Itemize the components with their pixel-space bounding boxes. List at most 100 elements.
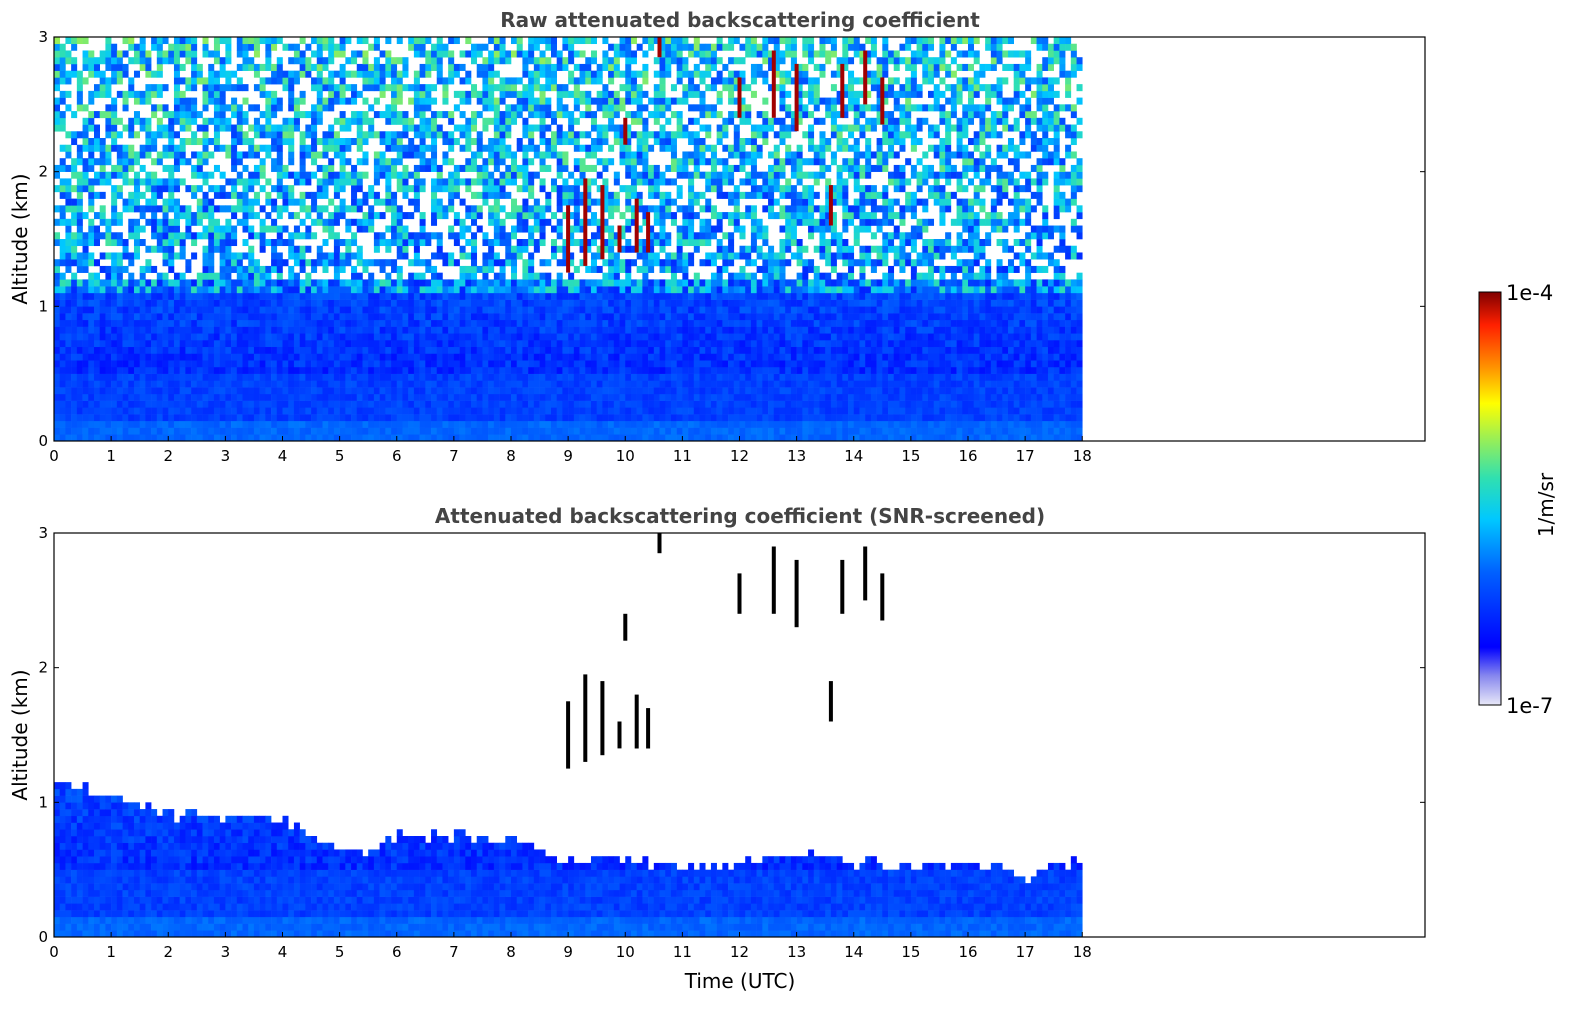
heatmap-cell bbox=[311, 434, 318, 442]
heatmap-cell bbox=[488, 57, 495, 65]
heatmap-cell bbox=[493, 400, 500, 408]
heatmap-cell bbox=[168, 366, 175, 374]
heatmap-cell bbox=[408, 427, 415, 435]
heatmap-cell bbox=[545, 272, 552, 280]
heatmap-cell bbox=[133, 427, 140, 435]
heatmap-cell bbox=[465, 299, 472, 307]
heatmap-cell bbox=[511, 292, 518, 300]
heatmap-cell bbox=[642, 90, 649, 98]
heatmap-cell bbox=[448, 427, 455, 435]
heatmap-cell bbox=[516, 387, 523, 395]
heatmap-cell bbox=[225, 57, 232, 65]
heatmap-cell bbox=[282, 306, 289, 314]
heatmap-cell bbox=[613, 57, 620, 65]
heatmap-cell bbox=[351, 319, 358, 327]
heatmap-cell bbox=[511, 407, 518, 415]
heatmap-cell bbox=[533, 104, 540, 112]
heatmap-cell bbox=[82, 407, 89, 415]
heatmap-cell bbox=[276, 191, 283, 199]
heatmap-cell bbox=[225, 50, 232, 58]
heatmap-cell bbox=[133, 292, 140, 300]
heatmap-cell bbox=[105, 387, 112, 395]
heatmap-cell bbox=[65, 279, 72, 287]
heatmap-cell bbox=[448, 205, 455, 213]
heatmap-cell bbox=[568, 373, 575, 381]
heatmap-cell bbox=[179, 272, 186, 280]
heatmap-cell bbox=[162, 279, 169, 287]
heatmap-cell bbox=[282, 138, 289, 146]
heatmap-cell bbox=[436, 70, 443, 78]
heatmap-cell bbox=[522, 380, 529, 388]
heatmap-cell bbox=[208, 380, 215, 388]
heatmap-cell bbox=[653, 333, 660, 341]
heatmap-cell bbox=[596, 144, 603, 152]
heatmap-cell bbox=[613, 414, 620, 422]
heatmap-cell bbox=[590, 164, 597, 172]
heatmap-cell bbox=[373, 191, 380, 199]
heatmap-cell bbox=[419, 360, 426, 368]
heatmap-cell bbox=[82, 333, 89, 341]
heatmap-cell bbox=[619, 70, 626, 78]
heatmap-cell bbox=[196, 434, 203, 442]
heatmap-cell bbox=[151, 265, 158, 273]
heatmap-cell bbox=[459, 245, 466, 253]
heatmap-cell bbox=[465, 373, 472, 381]
heatmap-cell bbox=[391, 366, 398, 374]
heatmap-cell bbox=[288, 212, 295, 220]
heatmap-cell bbox=[528, 427, 535, 435]
heatmap-cell bbox=[276, 279, 283, 287]
heatmap-cell bbox=[608, 292, 615, 300]
heatmap-cell bbox=[333, 259, 340, 267]
heatmap-cell bbox=[619, 387, 626, 395]
heatmap-cell bbox=[556, 319, 563, 327]
heatmap-cell bbox=[82, 171, 89, 179]
heatmap-cell bbox=[402, 306, 409, 314]
heatmap-cell bbox=[293, 353, 300, 361]
heatmap-cell bbox=[413, 393, 420, 401]
heatmap-cell bbox=[339, 387, 346, 395]
heatmap-cell bbox=[562, 373, 569, 381]
heatmap-cell bbox=[453, 420, 460, 428]
heatmap-cell bbox=[488, 360, 495, 368]
heatmap-cell bbox=[248, 232, 255, 240]
heatmap-cell bbox=[613, 366, 620, 374]
heatmap-cell bbox=[213, 346, 220, 354]
heatmap-cell bbox=[585, 299, 592, 307]
heatmap-cell bbox=[133, 380, 140, 388]
heatmap-cell bbox=[271, 427, 278, 435]
heatmap-cell bbox=[219, 313, 226, 321]
heatmap-cell bbox=[385, 292, 392, 300]
heatmap-cell bbox=[459, 427, 466, 435]
heatmap-cell bbox=[145, 434, 152, 442]
heatmap-cell bbox=[602, 373, 609, 381]
heatmap-cell bbox=[93, 414, 100, 422]
heatmap-cell bbox=[562, 178, 569, 186]
heatmap-cell bbox=[311, 259, 318, 267]
heatmap-cell bbox=[368, 70, 375, 78]
heatmap-cell bbox=[402, 131, 409, 139]
heatmap-cell bbox=[608, 313, 615, 321]
heatmap-cell bbox=[653, 279, 660, 287]
heatmap-cell bbox=[636, 400, 643, 408]
heatmap-cell bbox=[151, 340, 158, 348]
heatmap-cell bbox=[573, 138, 580, 146]
heatmap-cell bbox=[505, 326, 512, 334]
heatmap-cell bbox=[499, 292, 506, 300]
heatmap-cell bbox=[65, 50, 72, 58]
heatmap-cell bbox=[305, 43, 312, 51]
heatmap-cell bbox=[185, 117, 192, 125]
heatmap-cell bbox=[231, 400, 238, 408]
heatmap-cell bbox=[476, 292, 483, 300]
heatmap-cell bbox=[465, 124, 472, 132]
heatmap-cell bbox=[162, 393, 169, 401]
heatmap-cell bbox=[396, 360, 403, 368]
heatmap-cell bbox=[619, 427, 626, 435]
heatmap-cell bbox=[82, 63, 89, 71]
heatmap-cell bbox=[236, 131, 243, 139]
heatmap-cell bbox=[613, 138, 620, 146]
heatmap-cell bbox=[93, 239, 100, 247]
heatmap-cell bbox=[288, 286, 295, 294]
heatmap-cell bbox=[385, 319, 392, 327]
heatmap-cell bbox=[608, 212, 615, 220]
heatmap-cell bbox=[391, 380, 398, 388]
